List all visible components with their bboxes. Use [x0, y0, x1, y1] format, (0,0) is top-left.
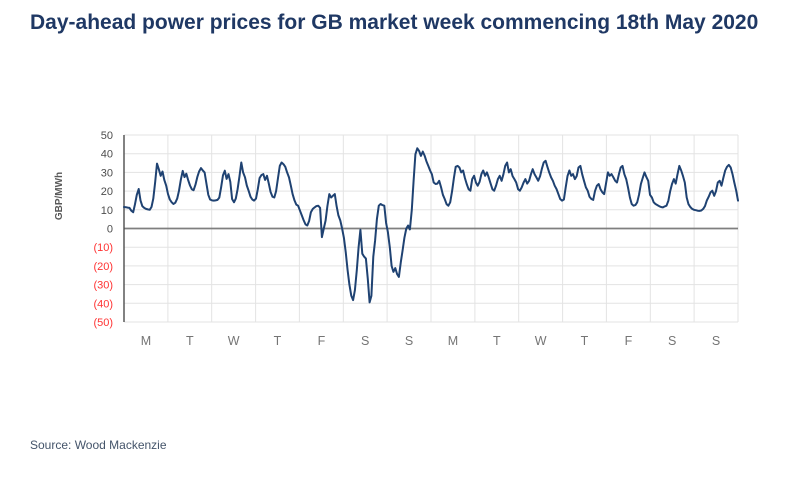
x-tick-label: T	[274, 334, 282, 348]
x-tick-label: S	[668, 334, 676, 348]
x-tick-label: S	[361, 334, 369, 348]
source-note: Source: Wood Mackenzie	[30, 438, 167, 452]
y-tick-label: 0	[107, 224, 113, 236]
x-tick-label: W	[535, 334, 547, 348]
price-line	[123, 147, 739, 304]
x-tick-label: S	[712, 334, 720, 348]
x-tick-label: M	[141, 334, 151, 348]
y-tick-label: (50)	[93, 317, 113, 329]
x-tick-label: T	[581, 334, 589, 348]
y-tick-label: 20	[101, 186, 113, 198]
y-tick-label: (30)	[93, 280, 113, 292]
x-tick-label: W	[228, 334, 240, 348]
y-tick-label: 10	[101, 205, 113, 217]
y-tick-label: 30	[101, 167, 113, 179]
y-tick-label: (10)	[93, 242, 113, 254]
x-tick-label: M	[448, 334, 458, 348]
chart-title: Day-ahead power prices for GB market wee…	[30, 11, 759, 34]
y-tick-label: (40)	[93, 298, 113, 310]
x-tick-label: S	[405, 334, 413, 348]
x-tick-label: F	[318, 334, 326, 348]
x-tick-label: T	[493, 334, 501, 348]
y-axis-title: GBP/MWh	[54, 172, 65, 220]
x-tick-label: T	[186, 334, 194, 348]
y-tick-label: 40	[101, 149, 113, 161]
x-tick-label: F	[625, 334, 633, 348]
y-tick-label: 50	[101, 130, 113, 142]
y-tick-label: (20)	[93, 261, 113, 273]
